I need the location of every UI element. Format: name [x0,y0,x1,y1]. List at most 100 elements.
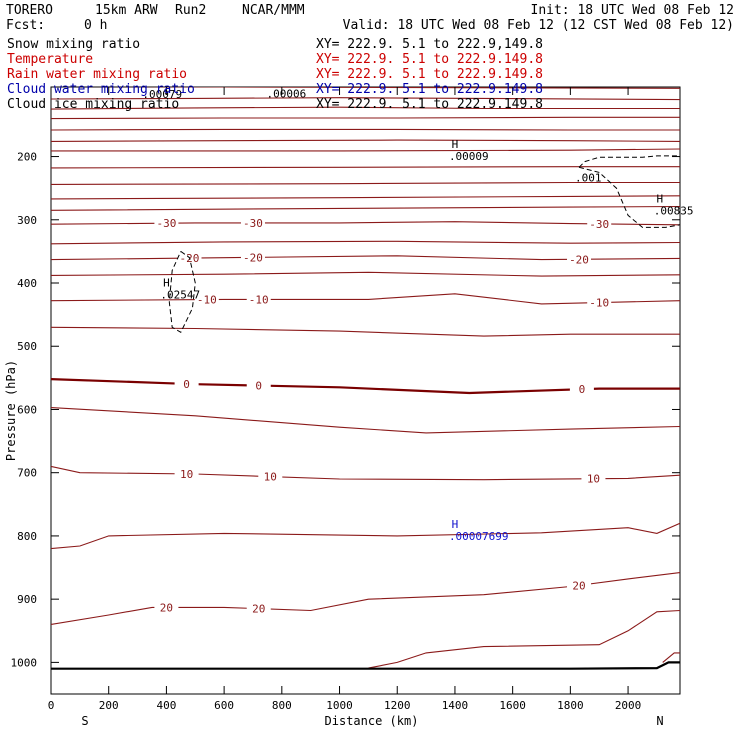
temperature-contour [51,221,680,226]
x-tick-label: 0 [48,699,55,712]
contour-label-bg [174,467,199,480]
ground-line [51,661,680,670]
legend-cloud-ice-name: Cloud ice mixing ratio [7,97,179,112]
temperature-contour [51,407,680,434]
contour-label-bg [581,472,606,485]
top-contour-label: .00079 [142,88,182,101]
temperature-contour [51,97,680,101]
legend-cloud-water-xy: XY= 222.9. 5.1 to 222.9.149.8 [316,82,543,97]
legend-temperature-name: Temperature [7,52,93,67]
temperature-contour [51,465,680,481]
x-axis-title: Distance (km) [325,714,419,728]
extremum-value: .02547 [160,288,200,301]
y-tick-label: 600 [17,403,37,416]
temperature-contour [662,652,680,663]
ice-contour [578,166,680,228]
temperature-contour [51,378,680,395]
temperature-contour-label: 0 [183,378,190,391]
temperature-contour-label: 10 [264,471,277,484]
y-axis-title: Pressure (hPa) [4,360,18,461]
temperature-contour-label: 20 [160,601,173,614]
contour-label-bg [246,602,271,615]
temperature-contour-label: -30 [156,217,176,230]
y-tick-label: 300 [17,214,37,227]
temperature-contour [51,106,680,110]
temperature-contour [51,195,680,200]
legend-rain-xy: XY= 222.9. 5.1 to 222.9.149.8 [316,67,543,82]
contour-label-bg [567,579,592,592]
legend: Snow mixing ratio XY= 222.9. 5.1 to 222.… [7,37,543,112]
legend-snow-xy: XY= 222.9. 5.1 to 222.9,149.8 [316,37,543,52]
x-tick-label: 2000 [615,699,642,712]
extremum-high-marker: H [656,192,663,205]
extremum-value: .00009 [449,150,489,163]
y-tick-label: 200 [17,151,37,164]
temperature-contour [51,326,680,337]
contour-label-bg [240,216,265,229]
contour-label-bg [246,293,271,306]
x-tick-label: 1600 [499,699,526,712]
figure-header: TORERO 15km ARW Run2 NCAR/MMM Init: 18 U… [6,3,734,33]
temperature-contour [51,205,680,211]
y-tick-label: 1000 [11,656,38,669]
temperature-contour [67,87,680,89]
temperature-contour [51,240,680,245]
x-tick-label: 1400 [442,699,469,712]
temperature-contour [51,181,680,185]
y-tick-label: 500 [17,340,37,353]
temperature-contour [368,609,680,669]
x-tick-label: 1000 [326,699,353,712]
valid-time: Valid: 18 UTC Wed 08 Feb 12 (12 CST Wed … [343,18,734,33]
extremum-value: .00835 [654,204,694,217]
temperature-contour-label: 10 [180,468,193,481]
x-tick-label: 200 [99,699,119,712]
temperature-contour [51,139,680,142]
contour-label-bg [240,251,265,264]
contour-label-bg [569,383,594,396]
legend-cloud-water-name: Cloud water mixing ratio [7,82,195,97]
model-name: TORERO [6,3,53,18]
contour-label-bg [246,379,271,392]
fcst-value: 0 h [84,18,107,33]
temperature-contour [51,271,680,277]
x-tick-label: 600 [214,699,234,712]
legend-temperature-xy: XY= 222.9. 5.1 to 222.9.149.8 [316,52,543,67]
temperature-contour-label: 20 [572,579,585,592]
ice-contour [578,155,680,168]
axes-layer: 0 200 400 600 800 1000 1200 1400 1600 1800 2000200… [4,87,680,728]
right-end-label: N [656,714,663,728]
temperature-contour-label: -10 [197,294,217,307]
temperature-contour [51,522,680,550]
ice-contour [168,250,196,334]
y-tick-label: 900 [17,593,37,606]
temperature-contour-label: -20 [569,253,589,266]
contour-label-bg [587,296,612,309]
contour-label-bg [154,601,179,614]
legend-snow-name: Snow mixing ratio [7,37,140,52]
extremum-high-marker: H [163,276,170,289]
init-time: Init: 18 UTC Wed 08 Feb 12 [531,3,735,18]
ice-contour-label: .001 [575,171,602,184]
run-label: Run2 [175,3,206,18]
contour-label-bg [258,470,283,483]
org-label: NCAR/MMM [242,3,305,18]
y-tick-label: 400 [17,277,37,290]
legend-rain-name: Rain water mixing ratio [7,67,187,82]
temperature-contour-label: 20 [252,603,265,616]
temperature-contour-label: 0 [255,380,262,393]
extremum-value: .00007699 [449,530,509,543]
fcst-label: Fcst: [6,18,45,33]
temperature-contour-label: 10 [587,473,600,486]
temperature-contour-label: -20 [243,251,263,264]
legend-cloud-ice-xy: XY= 222.9. 5.1 to 222.9.149.8 [316,97,543,112]
left-end-label: S [81,714,88,728]
contour-label-bg [567,253,592,266]
temperature-contour [51,572,680,625]
x-tick-label: 1200 [384,699,411,712]
temperature-contour-label: -30 [589,218,609,231]
extremum-high-marker: H [452,518,459,531]
contour-label-bg [194,293,219,306]
temperature-contour-label: -30 [243,217,263,230]
temperature-contour [51,293,680,305]
